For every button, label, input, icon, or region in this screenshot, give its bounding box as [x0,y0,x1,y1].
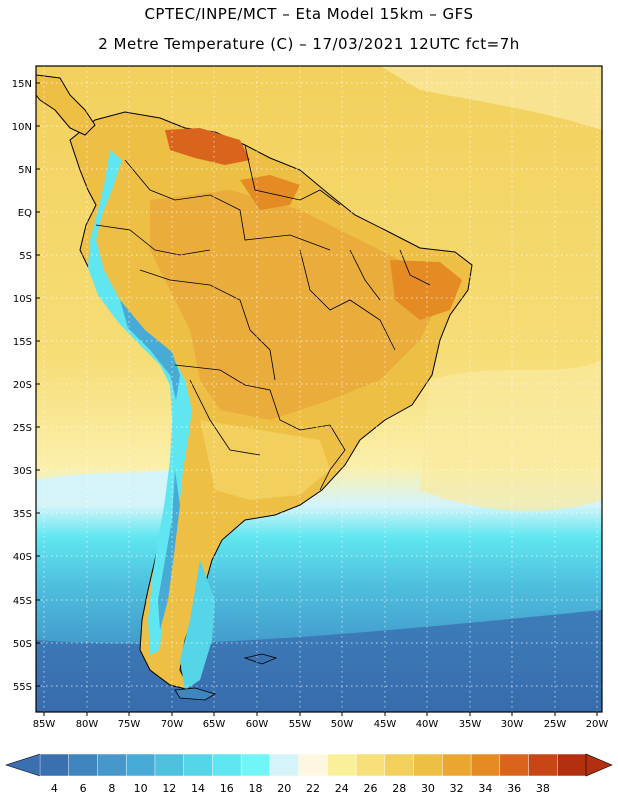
colorbar-label: 32 [450,782,464,795]
colorbar-label: 14 [191,782,205,795]
lon-axis: 85W 80W 75W 70W 65W 60W 55W 50W 45W 40W … [33,712,609,730]
colorbar-swatch [68,753,99,777]
lon-label-40w: 40W [416,719,439,730]
southern-cone-cool [180,560,215,690]
lon-label-20w: 20W [586,719,609,730]
colorbar-swatch [97,753,127,777]
lat-label-15n: 15N [12,79,32,90]
warm-interior-zone [150,190,440,420]
lon-label-80w: 80W [76,719,99,730]
colorbar-swatch [384,753,415,777]
colorbar-swatch [355,753,386,777]
colorbar-swatch [442,753,472,777]
lon-label-85w: 85W [33,719,56,730]
map-field [36,66,602,712]
lon-label-70w: 70W [161,719,184,730]
lat-label-15s: 15S [13,337,32,348]
colorbar-label: 26 [363,782,377,795]
colorbar: 4 6 8 10 12 14 16 18 20 22 24 26 28 30 32 34 36 38 [5,753,613,795]
lon-label-25w: 25W [544,719,567,730]
ocean-caribbean-band [380,66,602,130]
warm-south-zone [200,420,330,500]
lat-label-45s: 45S [13,596,32,607]
lat-label-50s: 50S [13,639,32,650]
colorbar-arrow-left [5,753,41,777]
lon-label-75w: 75W [118,719,141,730]
colorbar-swatch [327,753,357,777]
central-america-land [36,74,96,136]
colorbar-swatch [39,753,70,777]
colorbar-swatch [269,753,300,777]
map-subtitle: 2 Metre Temperature (C) – 17/03/2021 12U… [98,35,520,53]
ocean-cool-band [36,470,170,505]
colorbar-swatch [413,753,443,777]
lon-label-35w: 35W [459,719,482,730]
colorbar-swatch [528,753,558,777]
colorbar-swatch [298,753,328,777]
colorbar-label: 8 [108,782,115,795]
colorbar-swatch [212,753,242,777]
lon-label-55w: 55W [289,719,312,730]
lat-label-40s: 40S [13,552,32,563]
colorbar-label: 12 [162,782,176,795]
lat-label-eq: EQ [18,208,32,219]
colorbar-label: 18 [249,782,263,795]
lat-axis: 15N 10N 5N EQ 5S 10S 15S 20S 25S 30S 35S… [12,79,40,693]
map-title: CPTEC/INPE/MCT – Eta Model 15km – GFS [144,5,474,23]
lat-label-30s: 30S [13,466,32,477]
map-frame [35,65,603,713]
tierra-del-fuego-island [174,687,216,701]
colorbar-swatch [557,753,587,777]
ocean-warm-band [420,360,602,511]
colorbar-label: 36 [507,782,521,795]
lon-label-60w: 60W [246,719,269,730]
lat-label-10s: 10S [13,294,32,305]
colorbar-swatch [499,753,530,777]
lon-label-45w: 45W [374,719,397,730]
country-borders [95,144,431,491]
colorbar-label: 6 [80,782,87,795]
hot-guiana-zone [240,175,300,210]
lat-label-25s: 25S [13,423,32,434]
colorbar-swatch [183,753,213,777]
lat-label-20s: 20S [13,380,32,391]
colorbar-label: 34 [478,782,492,795]
lat-label-35s: 35S [13,509,32,520]
lon-label-65w: 65W [203,719,226,730]
colorbar-label: 22 [306,782,320,795]
lat-label-5n: 5N [18,165,32,176]
lat-label-55s: 55S [13,682,32,693]
lon-label-50w: 50W [331,719,354,730]
hot-venezuela-zone [165,128,250,165]
colorbar-label: 4 [51,782,58,795]
lat-label-10n: 10N [12,122,32,133]
colorbar-swatch [154,753,185,777]
colorbar-label: 16 [220,782,234,795]
colorbar-label: 30 [421,782,435,795]
falklands-island [243,653,278,665]
andes-cool-zone [88,150,192,655]
colorbar-label: 38 [536,782,550,795]
colorbar-swatch [470,753,501,777]
colorbar-swatch [240,753,271,777]
colorbar-swatch [125,753,156,777]
colorbar-label: 28 [392,782,406,795]
colorbar-label: 24 [335,782,349,795]
colorbar-arrow-right [585,753,613,777]
lat-label-5s: 5S [19,251,32,262]
colorbar-label: 10 [134,782,148,795]
hot-northeast-zone [390,260,462,320]
lon-label-30w: 30W [501,719,524,730]
colorbar-label: 20 [277,782,291,795]
